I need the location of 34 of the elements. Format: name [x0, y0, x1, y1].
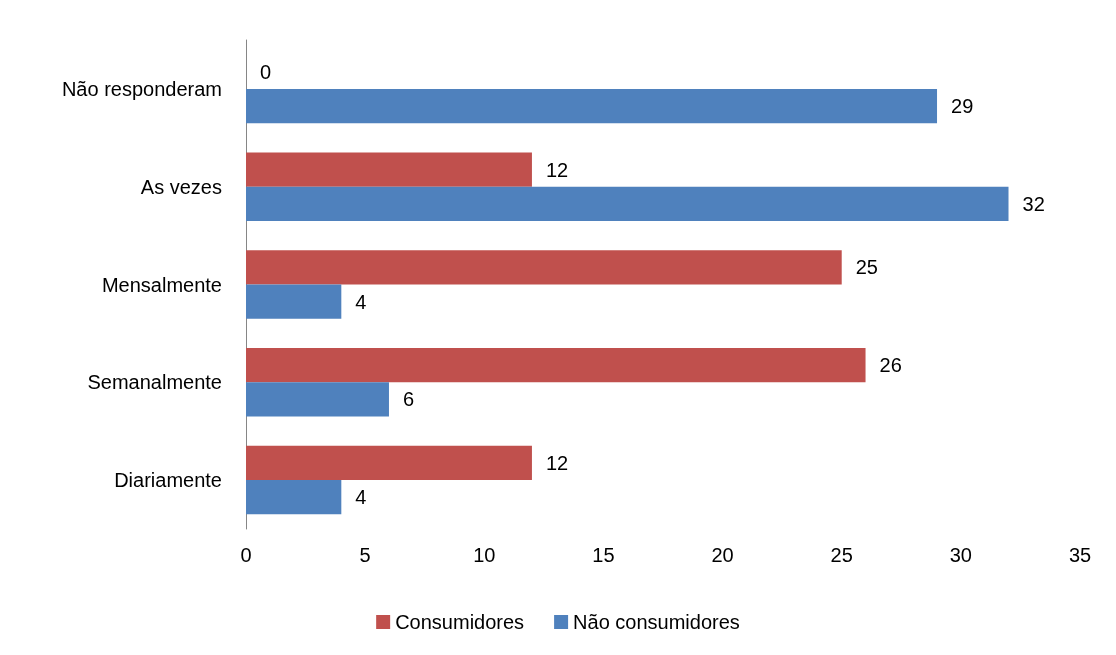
- legend-label: Consumidores: [395, 611, 525, 633]
- bar: [246, 88, 938, 124]
- y-tick-label: Não responderam: [61, 77, 222, 100]
- y-tick-label: Diariamente: [114, 469, 222, 492]
- x-tick-label: 5: [359, 544, 371, 566]
- x-tick-label: 0: [240, 544, 252, 566]
- bar: [246, 250, 842, 285]
- data-label: 6: [402, 388, 415, 411]
- bar: [246, 445, 532, 481]
- data-label: 4: [355, 290, 367, 313]
- data-label: 26: [879, 354, 902, 377]
- x-tick-label: 30: [949, 544, 972, 566]
- bar: [246, 480, 342, 515]
- y-tick-label: Mensalmente: [101, 273, 222, 296]
- data-label: 12: [545, 451, 569, 474]
- bar: [246, 382, 389, 417]
- data-label: 25: [855, 256, 878, 279]
- bar: [246, 152, 532, 187]
- x-tick-label: 10: [473, 544, 496, 566]
- data-label: 4: [355, 486, 367, 509]
- x-tick-label: 15: [592, 544, 615, 566]
- bar: [246, 284, 342, 319]
- x-tick-label: 25: [830, 544, 853, 566]
- data-label: 12: [545, 158, 569, 181]
- legend-label: Não consumidores: [573, 611, 740, 633]
- x-tick-label: 35: [1068, 544, 1092, 566]
- data-label: 32: [1022, 192, 1045, 215]
- bar: [246, 186, 1009, 221]
- y-tick-label: As vezes: [140, 175, 222, 198]
- y-tick-label: Semanalmente: [87, 371, 222, 394]
- data-label: 0: [260, 60, 272, 83]
- bar: [246, 348, 866, 383]
- data-label: 29: [951, 95, 974, 118]
- x-tick-label: 20: [711, 544, 734, 566]
